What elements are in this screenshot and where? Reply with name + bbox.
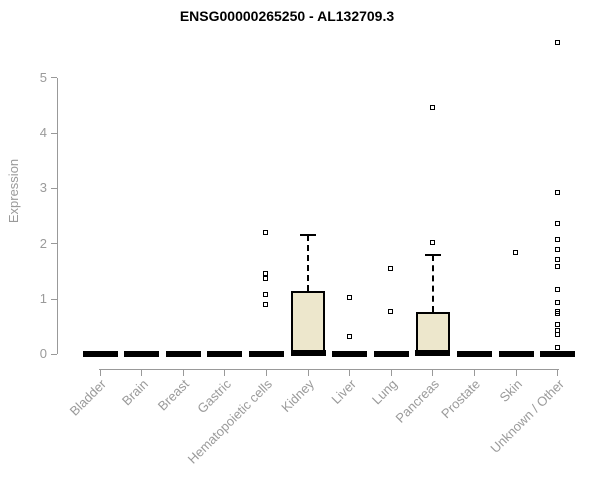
x-axis-line [99,369,559,370]
outlier-point [263,291,269,297]
x-category-label: Bladder [66,376,109,419]
x-category-label: Pancreas [392,376,442,426]
outlier-point [554,39,560,45]
flat-box [373,351,409,358]
outlier-point [263,302,269,308]
outlier-point [513,249,518,255]
y-tick [51,298,57,300]
outlier-point [554,220,560,226]
outlier-point [554,236,560,242]
chart-title: ENSG00000265250 - AL132709.3 [179,8,395,24]
x-category-label: Skin [496,376,525,405]
median-line [415,350,451,357]
flat-box [207,351,243,358]
outlier-point [554,257,560,263]
box-pancreas [415,311,450,355]
x-category-label: Lung [369,376,401,408]
x-tick [141,369,143,376]
x-tick [349,369,351,376]
whisker-cap [300,233,316,236]
outlier-point [429,239,435,245]
x-category-label: Prostate [438,376,484,422]
x-tick [432,369,434,376]
outlier-point [346,333,352,339]
y-tick [51,132,57,134]
x-tick [99,369,101,376]
x-tick [182,369,184,376]
outlier-point [554,328,560,334]
outlier-point [263,275,269,281]
x-category-label: Kidney [278,376,317,416]
outlier-point [554,321,560,327]
outlier-point [263,229,269,235]
x-tick [390,369,392,376]
flat-box [82,351,118,358]
median-line [290,350,326,357]
whisker-cap [424,253,441,256]
y-axis-line [57,77,58,355]
outlier-point [263,270,269,276]
flat-box [332,351,368,358]
y-tick-label: 5 [39,69,47,85]
outlier-point [554,263,560,269]
x-tick [515,369,517,376]
x-tick [224,369,226,376]
x-tick [265,369,267,376]
y-tick [51,187,57,189]
box-kidney [291,291,325,355]
flat-box [248,351,284,358]
x-category-label: Unknown / Other [486,376,567,456]
outlier-point [388,266,394,272]
flat-box [165,351,201,358]
outlier-point [554,344,560,350]
x-tick [307,369,309,376]
outlier-point [388,308,394,314]
y-tick-label: 1 [39,291,47,306]
flat-box [124,351,160,358]
flat-box [540,351,576,358]
flat-box [498,351,534,358]
outlier-point [429,105,435,111]
x-category-label: Brain [118,376,151,409]
y-tick [51,353,57,355]
x-category-label: Breast [154,376,193,414]
y-tick-label: 0 [39,346,47,362]
outlier-point [554,309,560,315]
flat-box [456,351,492,358]
outlier-point [554,299,560,305]
outlier-point [554,246,560,252]
x-tick [473,369,475,376]
y-tick-label: 3 [39,180,47,196]
whisker-line [431,254,434,312]
y-tick-label: 2 [39,235,47,251]
y-tick [51,243,57,245]
x-tick [557,369,559,376]
y-tick-label: 4 [39,125,47,141]
x-category-label: Liver [328,376,359,407]
outlier-point [346,295,352,301]
whisker-line [307,234,309,292]
outlier-point [554,287,560,293]
y-tick [51,77,57,79]
outlier-point [554,189,560,195]
x-category-label: Gastric [194,376,234,417]
